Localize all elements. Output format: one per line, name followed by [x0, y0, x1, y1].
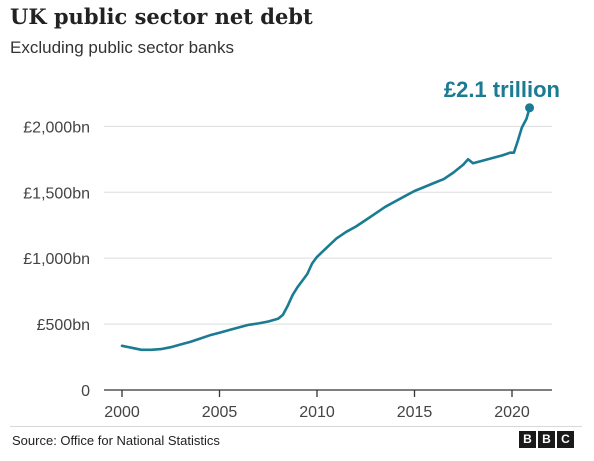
y-tick-label: 0 — [81, 383, 90, 400]
line-chart: 0 £500bn £1,000bn £1,500bn £2,000bn 2000 2005 2… — [23, 77, 560, 421]
x-tick-label: 2005 — [202, 404, 238, 421]
bbc-logo-letter-b1: B — [519, 431, 536, 448]
chart-subtitle: Excluding public sector banks — [10, 38, 234, 57]
footer-divider — [10, 426, 582, 427]
series-line — [120, 106, 531, 352]
y-tick-label: £2,000bn — [23, 119, 90, 136]
bbc-logo-letter-c: C — [557, 431, 574, 448]
x-tick-label: 2000 — [104, 404, 140, 421]
series-end-point — [525, 103, 535, 113]
x-tick-label: 2010 — [299, 404, 335, 421]
chart-title: UK public sector net debt — [10, 4, 313, 29]
x-tick-label: 2015 — [397, 404, 433, 421]
source-note: Source: Office for National Statistics — [12, 433, 220, 448]
x-tick-label: 2020 — [494, 404, 530, 421]
y-tick-label: £1,000bn — [23, 251, 90, 268]
bbc-logo-letter-b2: B — [538, 431, 555, 448]
y-tick-label: £500bn — [37, 317, 90, 334]
y-tick-label: £1,500bn — [23, 185, 90, 202]
bbc-logo: B B C — [519, 431, 574, 448]
annotation-label: £2.1 trillion — [444, 77, 560, 102]
